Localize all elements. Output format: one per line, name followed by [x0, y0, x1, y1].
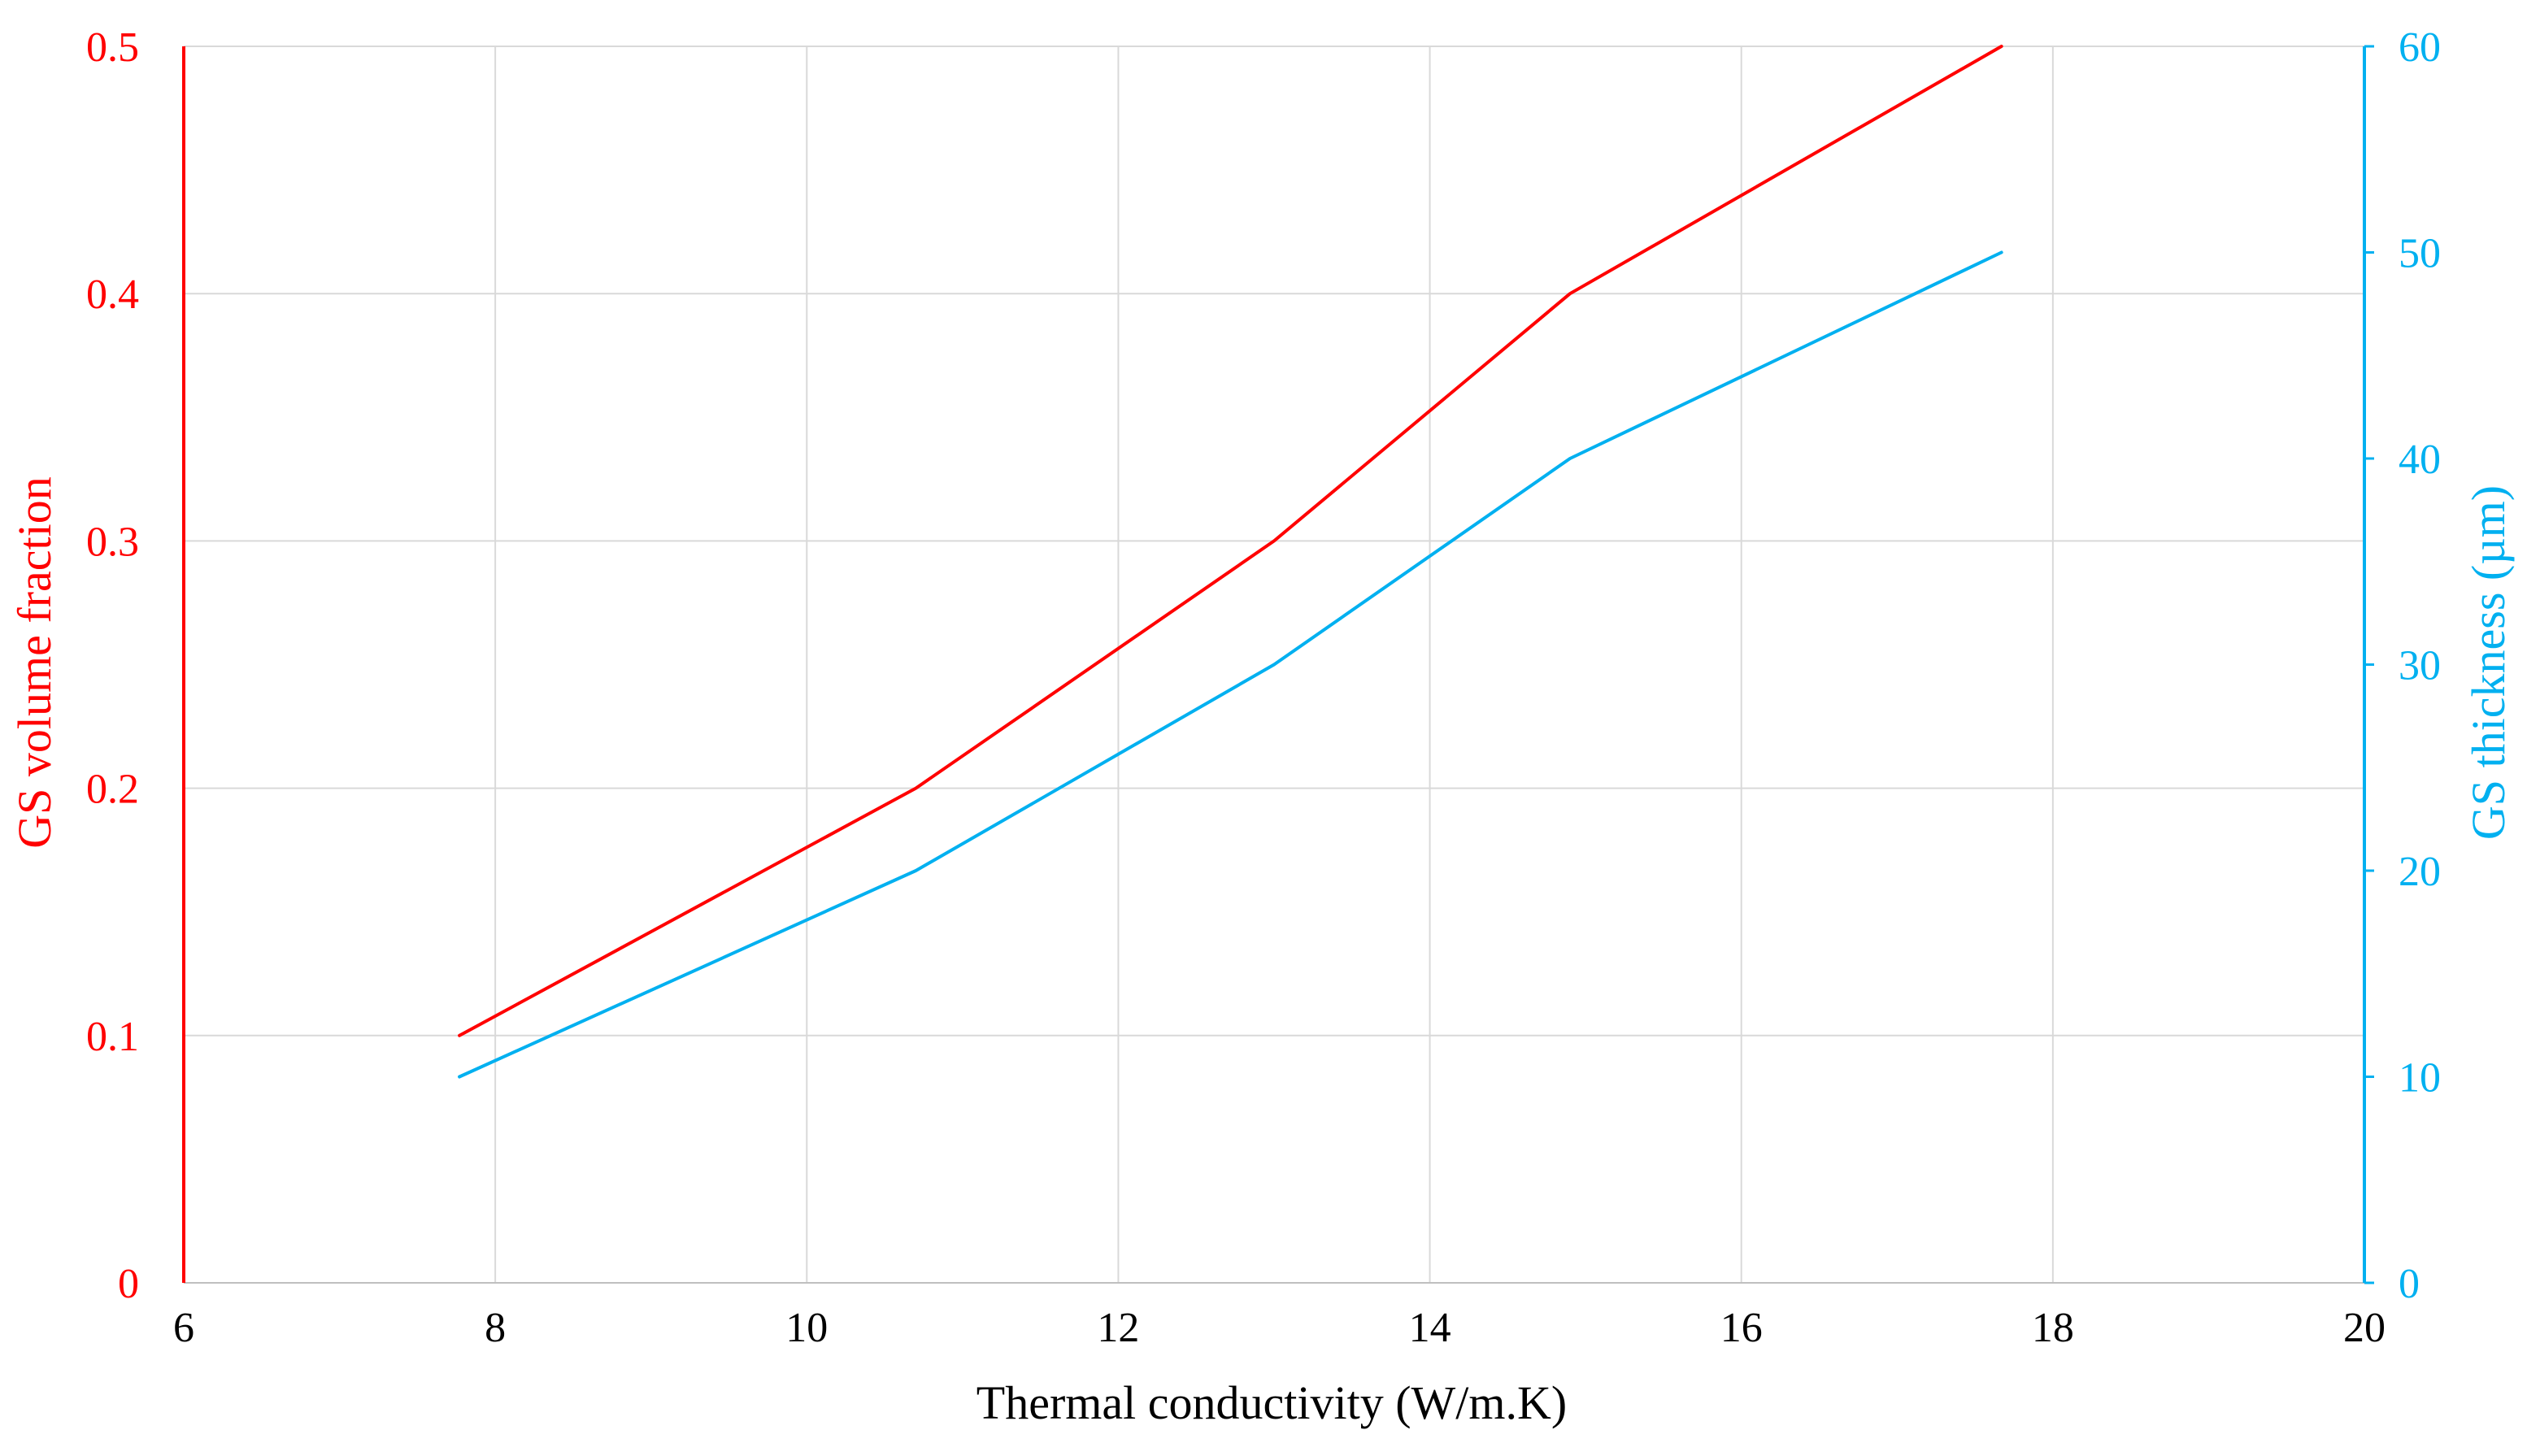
tick-labels: 6 8 10 12 14 16 18 20 0 0.1 0.2 0.3 0.4 0.5 0 10 20 30 40 5… — [86, 24, 2441, 1351]
x-tick-label: 6 — [173, 1305, 194, 1351]
y2-tick-label: 0 — [2399, 1261, 2420, 1307]
x-tick-label: 18 — [2032, 1305, 2074, 1351]
x-tick-label: 16 — [1720, 1305, 1763, 1351]
x-tick-label: 10 — [785, 1305, 828, 1351]
y-axis-title: GS volume fraction — [8, 476, 61, 848]
y-tick-label: 0.2 — [86, 767, 139, 813]
y2-tick-label: 10 — [2399, 1055, 2441, 1102]
x-axis-title: Thermal conductivity (W/m.K) — [976, 1376, 1567, 1429]
y-tick-label: 0.5 — [86, 24, 139, 71]
y2-tick-label: 60 — [2399, 24, 2441, 71]
axes — [182, 45, 2374, 1284]
series-lines — [458, 45, 2003, 1079]
y2-tick-label: 50 — [2399, 231, 2441, 277]
x-tick-label: 8 — [485, 1305, 506, 1351]
y-tick-label: 0.4 — [86, 272, 139, 318]
y2-tick-label: 30 — [2399, 643, 2441, 689]
x-tick-label: 14 — [1409, 1305, 1451, 1351]
y-tick-label: 0.3 — [86, 519, 139, 565]
x-tick-label: 20 — [2343, 1305, 2386, 1351]
y-tick-label: 0.1 — [86, 1014, 139, 1060]
x-tick-label: 12 — [1097, 1305, 1139, 1351]
y2-tick-label: 20 — [2399, 849, 2441, 895]
volume-fraction-series-line — [458, 45, 2003, 1037]
thickness-series-line — [458, 250, 2003, 1079]
y2-tick-label: 40 — [2399, 437, 2441, 483]
y-tick-label: 0 — [118, 1261, 139, 1307]
y2-axis-title: GS thickness (µm) — [2462, 485, 2515, 840]
